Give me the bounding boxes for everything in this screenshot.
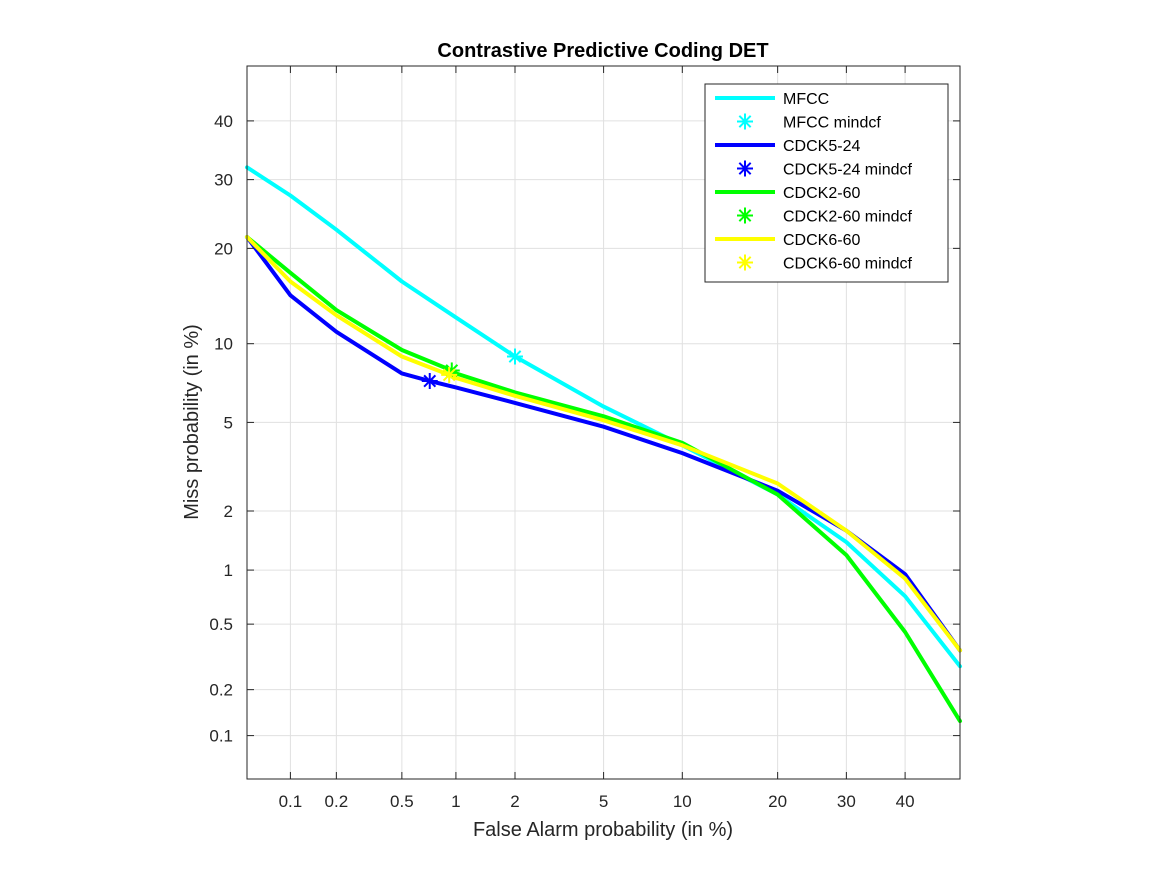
y-tick-label: 2 (224, 502, 233, 521)
legend-label: CDCK5-24 mindcf (783, 162, 912, 179)
legend-label: CDCK6-60 (783, 232, 860, 249)
y-axis-label: Miss probability (in %) (181, 324, 203, 520)
mindcf-marker-cdck5-24-mindcf (421, 373, 438, 390)
mindcf-markers (421, 348, 523, 390)
mindcf-marker-mfcc-mindcf (506, 348, 523, 365)
series-line-cdck2-60 (245, 235, 962, 724)
y-tick-label: 0.5 (209, 615, 233, 634)
chart-title: Contrastive Predictive Coding DET (437, 40, 768, 62)
legend: MFCC MFCC mindcf CDCK5-24 CDCK5-24 mindcf CD… (704, 83, 949, 283)
y-tick-label: 0.2 (209, 681, 233, 700)
legend-label: CDCK2-60 mindcf (783, 209, 912, 226)
x-tick-label: 30 (837, 792, 856, 811)
legend-swatch-marker (737, 113, 753, 130)
mindcf-marker-cdck6-60-mindcf (441, 366, 458, 383)
y-ticks: 0.1 0.2 0.5 1 2 5 10 20 30 40 (209, 112, 960, 746)
legend-swatch-marker (737, 160, 753, 177)
x-tick-label: 40 (896, 792, 915, 811)
legend-label: MFCC mindcf (783, 115, 881, 132)
grid (247, 66, 960, 779)
legend-swatch-marker (737, 254, 753, 271)
series-group (245, 165, 962, 724)
legend-label: CDCK6-60 mindcf (783, 256, 912, 273)
legend-swatch-marker (737, 207, 753, 224)
y-tick-label: 1 (224, 561, 233, 580)
y-tick-label: 10 (214, 335, 233, 354)
mindcf-marker-cdck2-60-mindcf (443, 362, 460, 379)
x-tick-label: 10 (673, 792, 692, 811)
x-tick-label: 5 (599, 792, 608, 811)
x-tick-label: 0.1 (279, 792, 303, 811)
legend-label: CDCK2-60 (783, 185, 860, 202)
x-tick-label: 2 (510, 792, 519, 811)
x-ticks: 0.1 0.2 0.5 1 2 5 10 20 30 40 (279, 66, 915, 811)
y-tick-label: 5 (224, 413, 233, 432)
legend-label: MFCC (783, 91, 829, 108)
x-axis-label: False Alarm probability (in %) (473, 819, 733, 841)
x-tick-label: 1 (451, 792, 460, 811)
y-tick-label: 0.1 (209, 727, 233, 746)
series-line-mfcc (245, 165, 962, 669)
y-tick-label: 40 (214, 112, 233, 131)
series-line-cdck6-60 (245, 235, 962, 653)
x-tick-label: 0.2 (325, 792, 349, 811)
y-tick-label: 20 (214, 239, 233, 258)
y-tick-label: 30 (214, 171, 233, 190)
legend-label: CDCK5-24 (783, 138, 860, 155)
x-tick-label: 0.5 (390, 792, 414, 811)
x-tick-label: 20 (768, 792, 787, 811)
